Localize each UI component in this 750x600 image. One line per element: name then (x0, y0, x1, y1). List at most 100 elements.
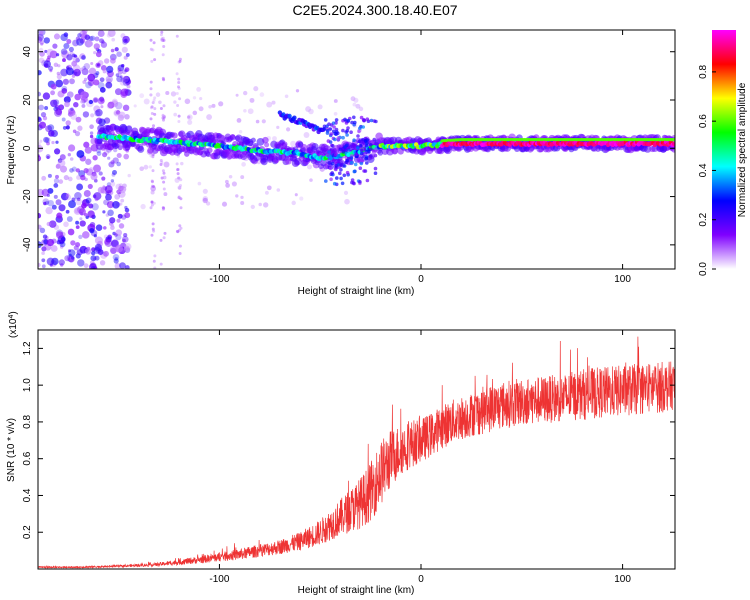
heat-cell (353, 97, 359, 103)
heat-cell (149, 117, 153, 121)
heat-cell (83, 189, 91, 198)
heat-cell (95, 224, 103, 231)
heat-cell (88, 35, 94, 42)
heat-cell (109, 217, 116, 224)
heat-cell (174, 177, 180, 183)
heat-cell (325, 124, 329, 128)
heat-cell (75, 36, 81, 41)
heat-cell (84, 146, 92, 154)
heat-cell (104, 58, 110, 64)
heat-cell (79, 217, 83, 221)
heat-cell (208, 105, 212, 109)
heat-cell (161, 208, 165, 211)
heat-cell (85, 197, 92, 204)
heat-cell (75, 242, 81, 248)
heat-cell (79, 67, 84, 72)
heat-cell (276, 188, 281, 192)
heat-cell (53, 178, 60, 184)
heat-cell (160, 30, 164, 34)
heat-cell (672, 138, 675, 142)
heat-cell (88, 203, 94, 209)
heat-cell (332, 181, 337, 186)
heat-cell (238, 129, 243, 134)
heat-cell (94, 36, 100, 42)
heat-cell (114, 101, 123, 110)
heat-cell (63, 221, 69, 228)
heat-cell (175, 162, 179, 166)
heat-cell (205, 201, 211, 206)
heat-cell (148, 165, 152, 169)
heat-cell (59, 154, 66, 161)
heat-cell (340, 181, 345, 186)
heat-cell (69, 78, 75, 85)
heat-cell (65, 120, 71, 126)
heat-cell (78, 208, 86, 216)
heat-cell (177, 196, 181, 200)
heat-cell (152, 98, 156, 102)
heat-cell (150, 203, 154, 207)
heat-cell (342, 173, 347, 178)
heat-cell (89, 227, 95, 234)
heat-cell (264, 190, 269, 195)
heat-cell (259, 92, 265, 97)
heat-cell (121, 46, 128, 53)
heat-cell (287, 113, 292, 119)
heat-cell (102, 185, 106, 189)
heat-cell (123, 153, 130, 160)
heat-cell (291, 200, 296, 206)
snr-ticks: -100 0 100 0.2 0.4 0.6 0.8 1.0 1.2 (22, 330, 675, 585)
heat-cell (373, 166, 378, 171)
heat-cell (53, 33, 61, 40)
heat-cell (161, 115, 165, 119)
heat-cell (67, 153, 71, 157)
heat-cell (105, 81, 113, 89)
heat-cell (55, 79, 64, 88)
heat-cell (119, 202, 123, 206)
heat-cell (39, 51, 45, 57)
heat-cell (336, 136, 341, 140)
heat-cell (344, 130, 349, 134)
heat-cell (72, 129, 77, 134)
heat-cell (104, 185, 113, 194)
spectrogram-ylabel: Frequency (Hz) (6, 116, 17, 185)
heat-cell (374, 119, 378, 124)
heat-cell (63, 42, 70, 50)
heat-cell (49, 69, 53, 73)
heat-cell (162, 78, 166, 82)
heat-cell (44, 49, 48, 53)
heat-cell (44, 200, 49, 205)
heat-cell (88, 67, 97, 75)
heat-cell (124, 212, 131, 219)
heat-cell (38, 142, 41, 147)
heat-cell (46, 141, 50, 146)
heat-cell (178, 97, 182, 101)
heat-cell (69, 168, 74, 173)
heat-cell (322, 127, 327, 131)
heat-cell (328, 127, 333, 131)
heat-cell (99, 96, 105, 102)
spectrogram-panel: -100 0 100 -40 -20 0 20 40 Height of straight l… (6, 29, 676, 297)
heat-cell (112, 253, 120, 261)
heat-cell (81, 55, 86, 60)
heat-cell (332, 125, 336, 129)
heat-cell (103, 250, 109, 257)
heat-cell (341, 128, 345, 133)
heat-cell (113, 258, 119, 264)
heat-cell (176, 168, 180, 171)
heat-cell (349, 130, 353, 134)
heat-cell (73, 68, 81, 77)
x-tick-label: 0 (418, 274, 424, 285)
heat-cell (112, 200, 120, 209)
heat-cell (43, 201, 47, 206)
heat-cell (149, 206, 153, 210)
heat-cell (178, 186, 182, 190)
heat-cell (160, 37, 164, 41)
heat-cell (230, 133, 236, 140)
heat-cell (83, 263, 89, 269)
heat-cell (46, 155, 50, 159)
heat-cell (93, 79, 100, 86)
heat-cell (240, 175, 245, 180)
heat-cell (41, 258, 46, 263)
heat-cell (38, 145, 44, 153)
